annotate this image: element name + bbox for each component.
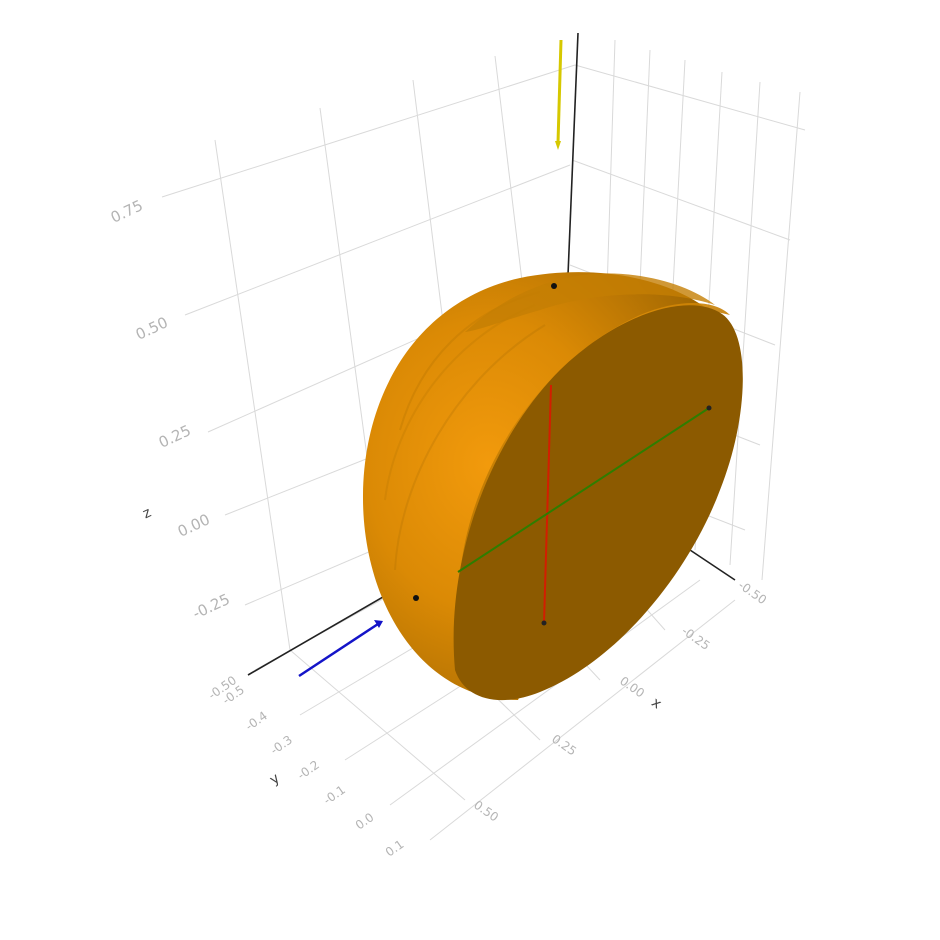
axis-lines <box>247 32 736 676</box>
half-ellipsoid <box>362 272 743 701</box>
x-tick-0: -0.50 <box>736 578 769 607</box>
x-axis-title: x <box>648 695 664 713</box>
marker-top <box>551 283 557 289</box>
x-tick-1: -0.25 <box>679 624 712 653</box>
y-tick-5: -0.1 <box>321 783 348 808</box>
yellow-arrow <box>555 39 563 150</box>
ellipsoid-cut-face <box>453 305 743 701</box>
x-tick-4: 0.50 <box>471 798 501 825</box>
z-axis: -0.25 0.00 0.25 0.50 0.75 z <box>108 196 233 622</box>
z-tick-4: 0.75 <box>108 196 146 226</box>
y-axis: -0.50 -0.5 -0.4 -0.3 -0.2 -0.1 0.0 0.1 y <box>206 673 407 859</box>
y-axis-title: y <box>267 770 283 788</box>
marker-left <box>413 595 419 601</box>
z-axis-title: z <box>140 505 153 523</box>
z-tick-0: -0.25 <box>190 590 233 623</box>
y-tick-7: 0.1 <box>383 837 407 859</box>
x-tick-2: 0.00 <box>617 674 647 701</box>
x-tick-3: 0.25 <box>549 732 579 759</box>
z-tick-3: 0.50 <box>133 313 171 343</box>
z-tick-2: 0.25 <box>156 421 194 451</box>
marker-points <box>413 283 557 601</box>
y-tick-4: -0.2 <box>295 758 322 783</box>
green-line <box>457 405 712 573</box>
y-tick-3: -0.3 <box>268 733 295 758</box>
z-tick-1: 0.00 <box>175 510 213 540</box>
y-tick-6: 0.0 <box>353 810 377 832</box>
y-tick-2: -0.4 <box>243 709 270 734</box>
blue-arrow <box>298 620 383 678</box>
red-line <box>541 384 552 626</box>
